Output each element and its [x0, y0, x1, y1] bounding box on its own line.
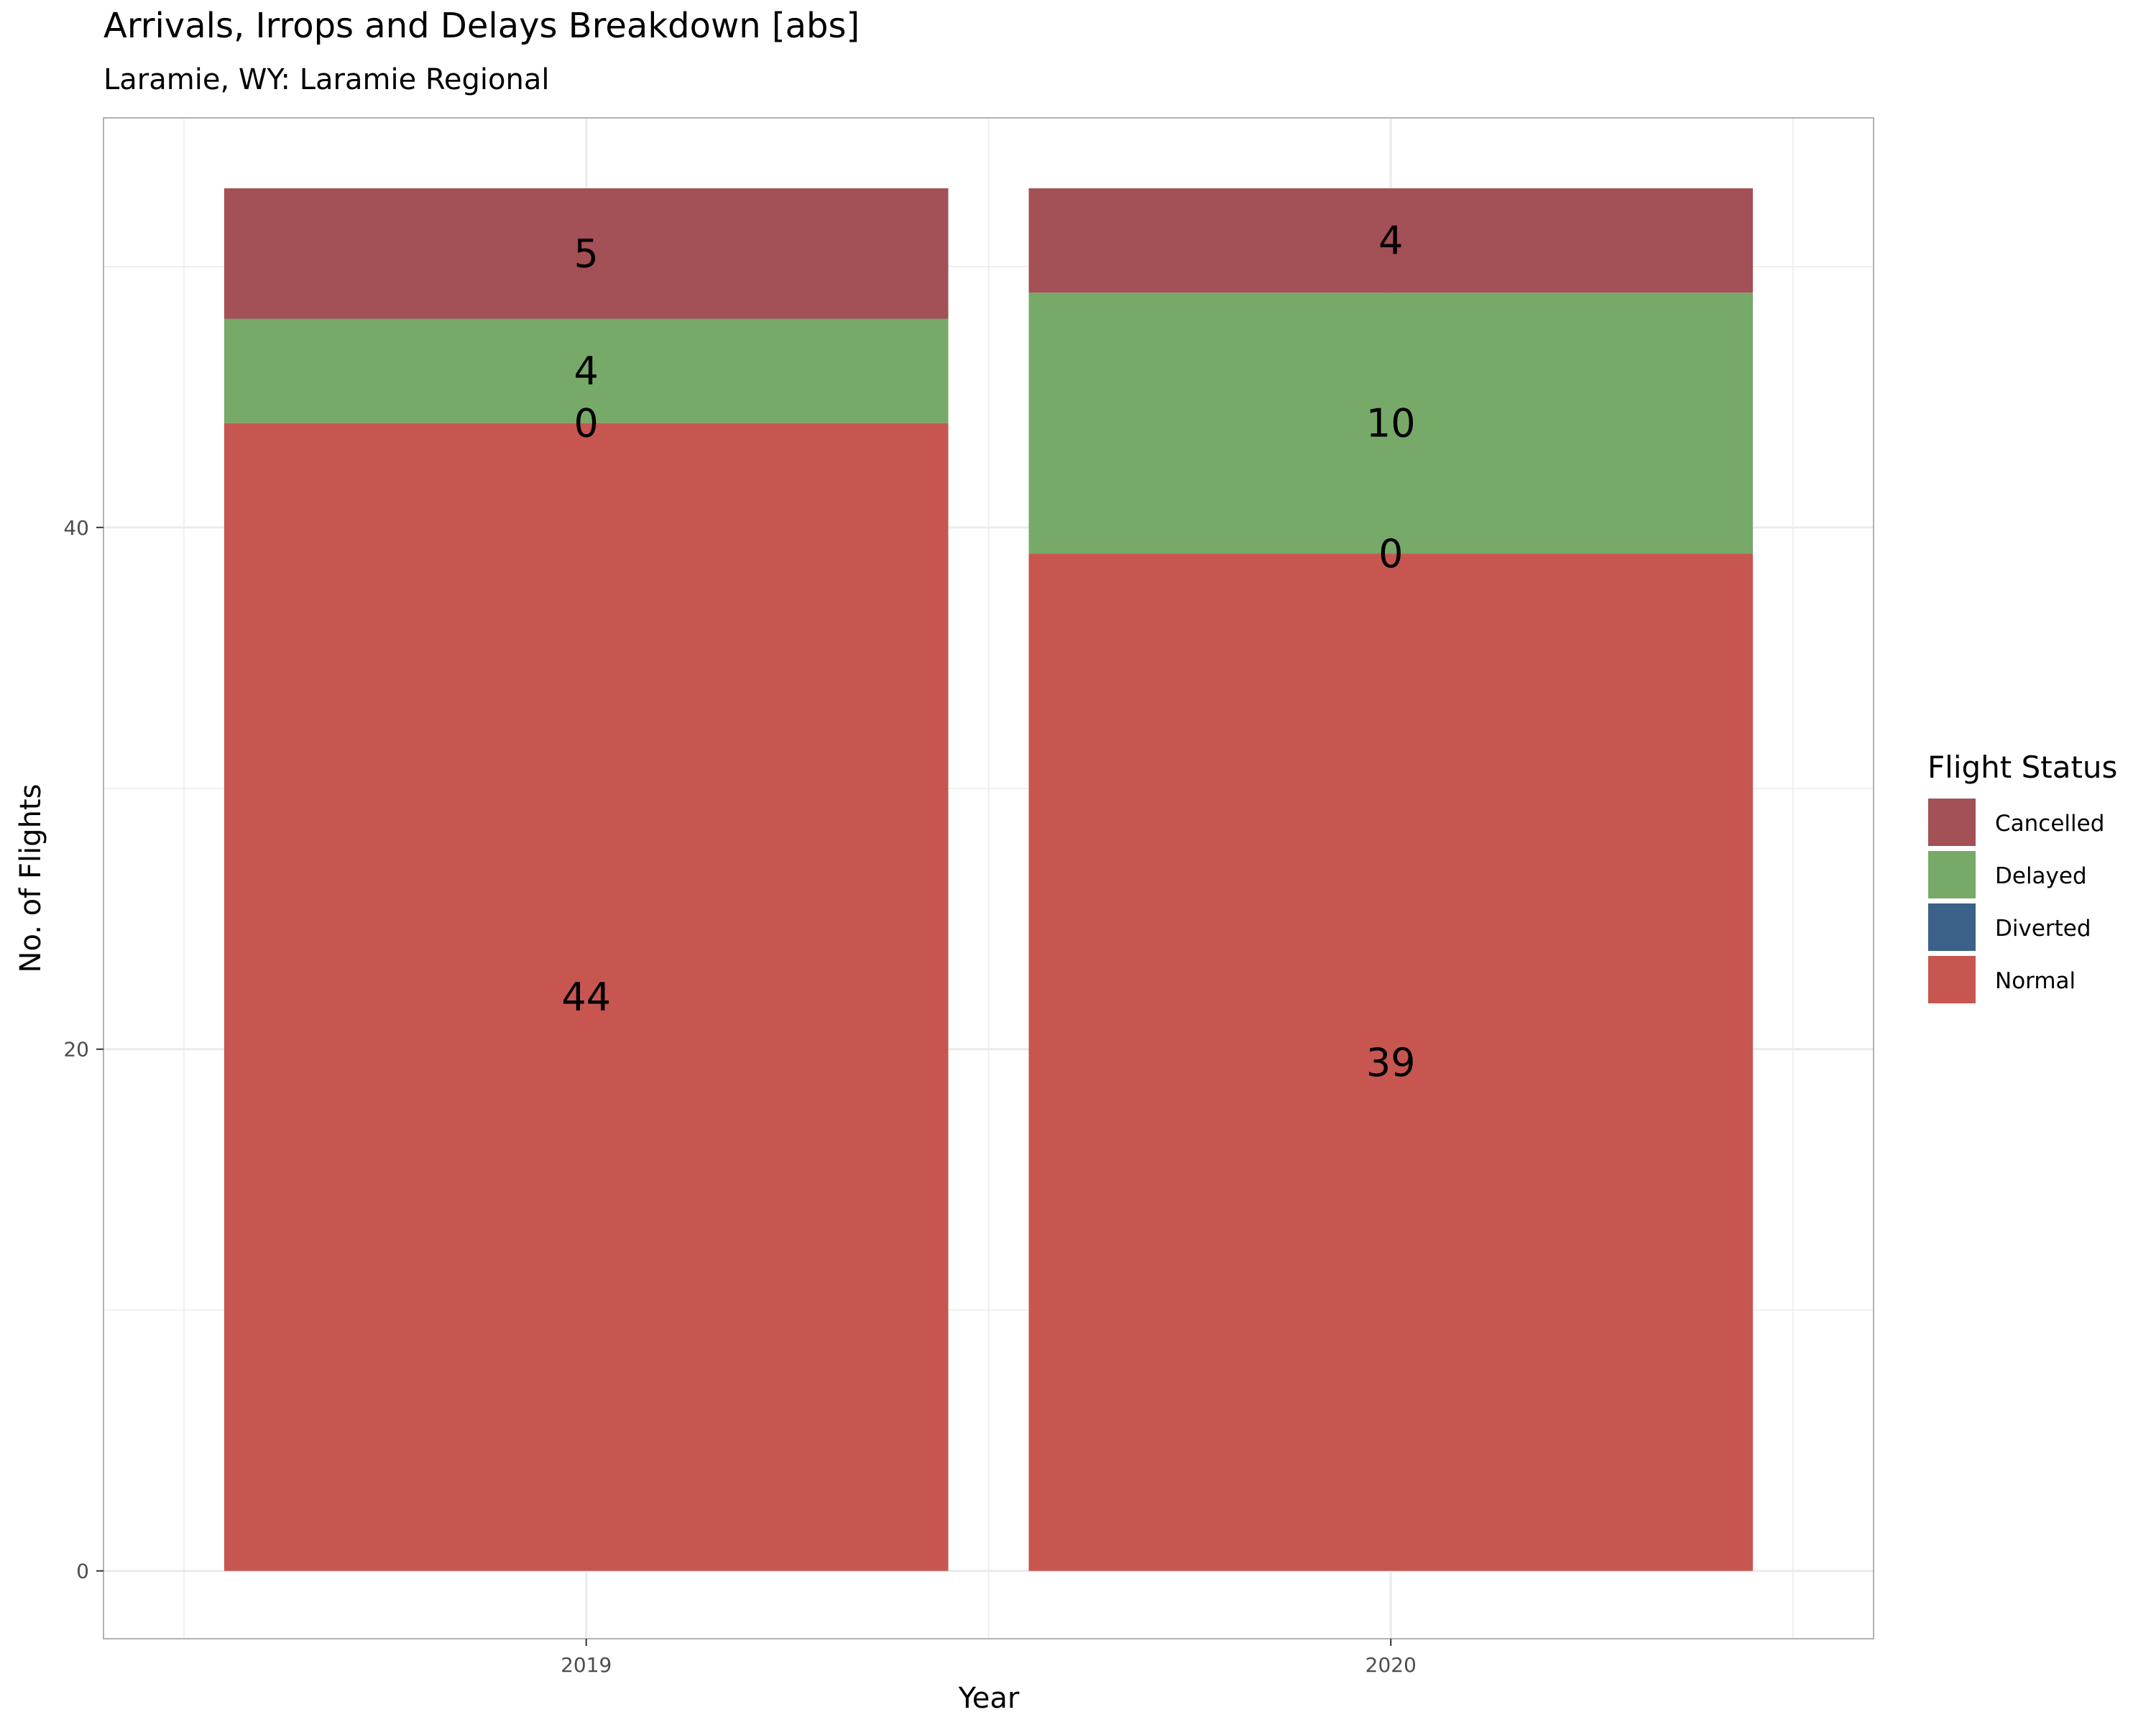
legend-title: Flight Status [1927, 750, 2117, 785]
bar-delayed-2020 [1028, 293, 1754, 554]
legend-label-delayed: Delayed [1995, 863, 2087, 889]
legend-key-normal [1927, 954, 1977, 1005]
data-label-normal-2019: 44 [561, 975, 611, 1020]
x-axis-title: Year [958, 1682, 1020, 1715]
bar-cancelled-2020 [1028, 188, 1754, 293]
bar-normal-2020 [1028, 553, 1754, 1571]
bar-delayed-2019 [224, 318, 949, 423]
x-tick-label: 2020 [1365, 1653, 1416, 1677]
legend-key-diverted [1927, 902, 1977, 952]
legend-label-diverted: Diverted [1995, 916, 2091, 942]
bar-normal-2019 [224, 423, 949, 1571]
y-axis-title: No. of Flights [14, 784, 47, 973]
y-tick-label: 40 [63, 516, 89, 540]
plot-border [103, 117, 1874, 1639]
data-label-normal-2020: 39 [1366, 1040, 1416, 1085]
y-tick-label: 20 [63, 1038, 89, 1062]
legend-label-cancelled: Cancelled [1995, 811, 2104, 837]
data-label-cancelled-2020: 4 [1378, 218, 1403, 264]
data-label-cancelled-2019: 5 [574, 231, 599, 277]
chart-subtitle: Laramie, WY: Laramie Regional [103, 63, 550, 96]
legend: Flight Status Cancelled Delayed Diverted Nor… [1927, 750, 2117, 1005]
chart-title: Arrivals, Irrops and Delays Breakdown [a… [103, 6, 860, 46]
y-tick-label: 0 [76, 1560, 89, 1583]
data-label-delayed-2020: 10 [1366, 401, 1416, 446]
axes: 0 20 40 2019 2020 [63, 516, 1416, 1677]
bars [224, 188, 1754, 1571]
legend-label-normal: Normal [1995, 968, 2076, 994]
data-label-delayed-2019: 4 [574, 349, 599, 394]
data-labels: 44 0 4 5 39 0 10 4 [561, 218, 1415, 1085]
data-label-diverted-2019: 0 [574, 401, 599, 446]
x-tick-label: 2019 [561, 1653, 612, 1677]
data-label-diverted-2020: 0 [1378, 531, 1403, 576]
bar-cancelled-2019 [224, 188, 949, 319]
legend-key-cancelled [1927, 797, 1977, 847]
legend-key-delayed [1927, 850, 1977, 900]
